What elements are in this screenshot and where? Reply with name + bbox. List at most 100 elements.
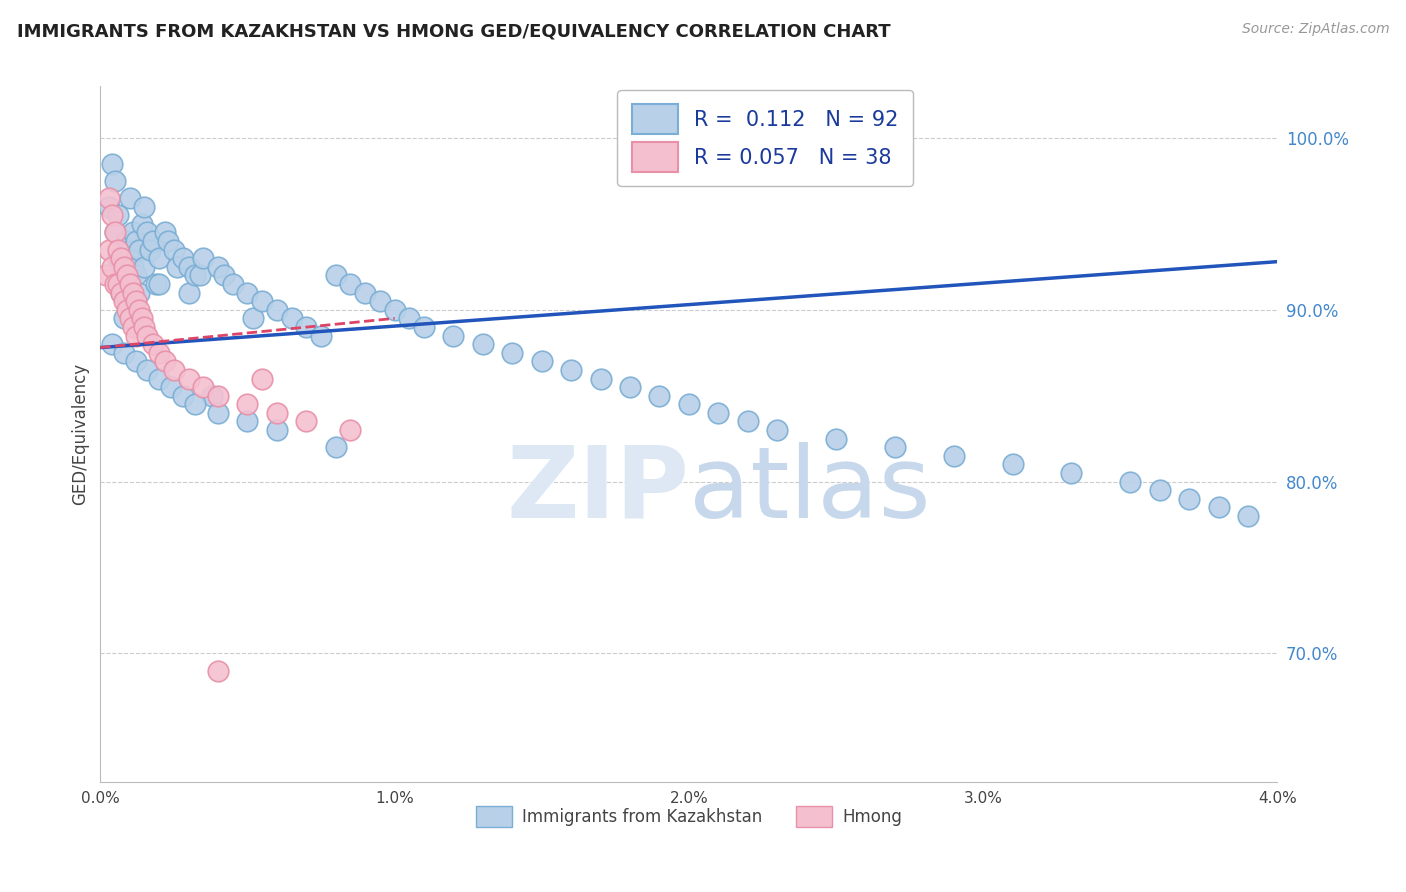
Point <box>148 277 170 291</box>
Point <box>118 277 141 291</box>
Point <box>177 285 200 300</box>
Point <box>104 174 127 188</box>
Point <box>110 285 132 300</box>
Point <box>207 260 229 274</box>
Point <box>112 268 135 283</box>
Point <box>190 268 212 283</box>
Text: Source: ZipAtlas.com: Source: ZipAtlas.com <box>1241 22 1389 37</box>
Point <box>110 260 132 274</box>
Point <box>118 277 141 291</box>
Point <box>280 311 302 326</box>
Point <box>134 260 156 274</box>
Point <box>131 217 153 231</box>
Point <box>107 243 129 257</box>
Point <box>825 432 848 446</box>
Point <box>101 337 124 351</box>
Point <box>172 389 194 403</box>
Point <box>107 208 129 222</box>
Point <box>530 354 553 368</box>
Point <box>107 251 129 265</box>
Point <box>104 226 127 240</box>
Point <box>142 234 165 248</box>
Point <box>266 406 288 420</box>
Point <box>201 389 224 403</box>
Point <box>163 363 186 377</box>
Point <box>112 311 135 326</box>
Point <box>118 311 141 326</box>
Point <box>134 200 156 214</box>
Point <box>115 268 138 283</box>
Point <box>112 294 135 309</box>
Point <box>115 294 138 309</box>
Point <box>121 226 143 240</box>
Text: atlas: atlas <box>689 442 931 539</box>
Point <box>266 423 288 437</box>
Point <box>1178 491 1201 506</box>
Point <box>619 380 641 394</box>
Point <box>1149 483 1171 498</box>
Point <box>222 277 245 291</box>
Y-axis label: GED/Equivalency: GED/Equivalency <box>72 363 89 506</box>
Point <box>136 226 159 240</box>
Point <box>121 285 143 300</box>
Point <box>339 277 361 291</box>
Point <box>1237 508 1260 523</box>
Point <box>115 302 138 317</box>
Point <box>1060 466 1083 480</box>
Point <box>398 311 420 326</box>
Point <box>98 191 121 205</box>
Point <box>1119 475 1142 489</box>
Point <box>242 311 264 326</box>
Point <box>295 414 318 428</box>
Point <box>107 277 129 291</box>
Point <box>236 397 259 411</box>
Point <box>250 371 273 385</box>
Text: ZIP: ZIP <box>506 442 689 539</box>
Point <box>207 389 229 403</box>
Point <box>128 243 150 257</box>
Point <box>339 423 361 437</box>
Point <box>707 406 730 420</box>
Point <box>942 449 965 463</box>
Point <box>157 234 180 248</box>
Point <box>883 440 905 454</box>
Point <box>737 414 759 428</box>
Point <box>212 268 235 283</box>
Point <box>384 302 406 317</box>
Point <box>124 328 146 343</box>
Point <box>177 260 200 274</box>
Point <box>648 389 671 403</box>
Point <box>183 397 205 411</box>
Point <box>112 345 135 359</box>
Point <box>1208 500 1230 515</box>
Point <box>110 251 132 265</box>
Point <box>98 243 121 257</box>
Point <box>131 311 153 326</box>
Point <box>163 243 186 257</box>
Point <box>236 414 259 428</box>
Point <box>112 260 135 274</box>
Point <box>250 294 273 309</box>
Point <box>145 277 167 291</box>
Point <box>501 345 523 359</box>
Point <box>101 157 124 171</box>
Point <box>560 363 582 377</box>
Point <box>115 234 138 248</box>
Point <box>266 302 288 317</box>
Point <box>166 260 188 274</box>
Point <box>124 234 146 248</box>
Point <box>101 260 124 274</box>
Point <box>177 371 200 385</box>
Point <box>124 354 146 368</box>
Point <box>134 320 156 334</box>
Point <box>139 243 162 257</box>
Point <box>110 285 132 300</box>
Point <box>354 285 377 300</box>
Point <box>589 371 612 385</box>
Legend: Immigrants from Kazakhstan, Hmong: Immigrants from Kazakhstan, Hmong <box>468 799 910 833</box>
Point <box>236 285 259 300</box>
Point <box>118 191 141 205</box>
Point <box>325 440 347 454</box>
Point <box>121 260 143 274</box>
Point <box>193 380 215 394</box>
